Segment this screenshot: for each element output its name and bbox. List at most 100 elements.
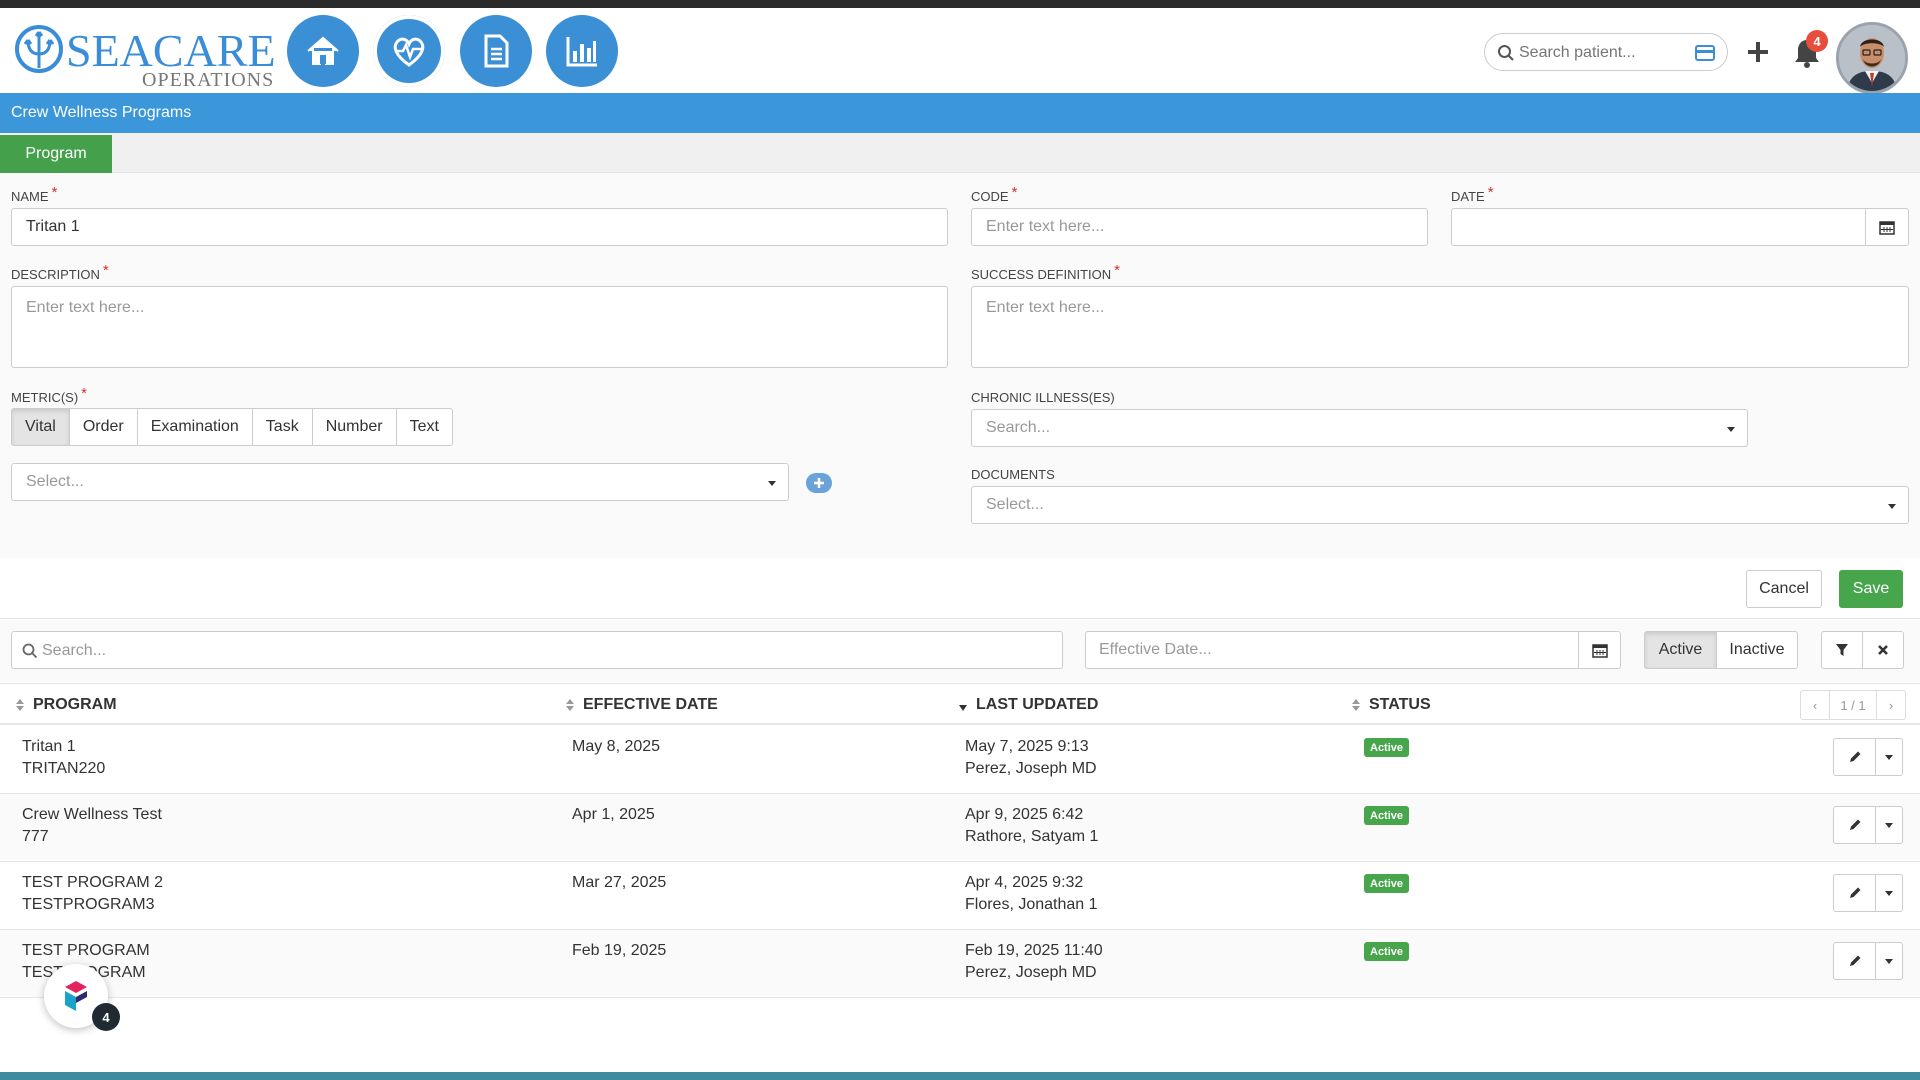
assistant-widget-badge: 4 bbox=[92, 1003, 120, 1031]
metric-text-button[interactable]: Text bbox=[409, 418, 439, 435]
chronic-illness-placeholder: Search... bbox=[986, 419, 1051, 436]
app-header: SEACARE OPERATIONS 4 bbox=[0, 8, 1920, 94]
metric-order-button[interactable]: Order bbox=[70, 409, 138, 445]
edit-button[interactable] bbox=[1834, 875, 1876, 911]
home-icon bbox=[307, 36, 339, 65]
last-updated-date: May 7, 2025 9:13 bbox=[965, 738, 1089, 755]
clear-filter-button[interactable] bbox=[1862, 631, 1904, 669]
nav-vitals-button[interactable] bbox=[373, 15, 445, 87]
nav-documents-button[interactable] bbox=[460, 15, 532, 87]
window-top-strip bbox=[0, 0, 1920, 8]
apply-filter-button[interactable] bbox=[1821, 631, 1863, 669]
program-search-input[interactable]: Search... bbox=[11, 631, 1063, 669]
metric-examination-button[interactable]: Examination bbox=[138, 409, 253, 445]
status-badge: Active bbox=[1364, 806, 1410, 825]
row-menu-button[interactable] bbox=[1876, 739, 1902, 775]
description-label: DESCRIPTION * bbox=[11, 262, 109, 282]
success-definition-textarea[interactable]: Enter text here... bbox=[971, 286, 1909, 368]
effective-date: Mar 27, 2025 bbox=[572, 874, 667, 891]
program-code: 777 bbox=[22, 828, 49, 845]
effective-date-calendar-button[interactable] bbox=[1578, 631, 1621, 669]
effective-date: Apr 1, 2025 bbox=[572, 806, 655, 823]
card-scan-icon[interactable] bbox=[1695, 45, 1715, 61]
documents-label: DOCUMENTS bbox=[971, 467, 1055, 482]
metric-select-placeholder: Select... bbox=[26, 473, 84, 490]
tab-strip: Program bbox=[0, 133, 1920, 173]
sort-icon bbox=[1352, 699, 1360, 711]
status-badge: Active bbox=[1364, 874, 1410, 893]
next-page-button[interactable]: › bbox=[1888, 697, 1894, 713]
name-field[interactable]: Tritan 1 bbox=[11, 208, 948, 246]
prev-page-button[interactable]: ‹ bbox=[1812, 697, 1818, 713]
metric-vital-button[interactable]: Vital bbox=[12, 409, 70, 445]
nav-home-button[interactable] bbox=[287, 15, 359, 87]
chevron-down-icon bbox=[1885, 890, 1893, 896]
add-icon[interactable] bbox=[1744, 38, 1772, 66]
filter-bar: Search... Effective Date... Active Inact… bbox=[0, 620, 1920, 682]
filter-inactive-toggle[interactable]: Inactive bbox=[1716, 631, 1798, 669]
table-row[interactable]: Tritan 1 TRITAN220 May 8, 2025 May 7, 20… bbox=[0, 726, 1920, 794]
pencil-icon bbox=[1849, 887, 1860, 898]
chronic-illness-select[interactable]: Search... bbox=[971, 409, 1748, 447]
date-calendar-button[interactable] bbox=[1865, 208, 1909, 246]
row-actions bbox=[1833, 738, 1903, 776]
add-metric-button[interactable] bbox=[806, 473, 832, 493]
last-updated-by: Rathore, Satyam 1 bbox=[965, 828, 1099, 845]
sort-icon bbox=[16, 699, 24, 711]
success-definition-label: SUCCESS DEFINITION * bbox=[971, 262, 1120, 282]
last-updated-by: Flores, Jonathan 1 bbox=[965, 896, 1098, 913]
last-updated-date: Apr 9, 2025 6:42 bbox=[965, 806, 1084, 823]
table-row[interactable]: Crew Wellness Test 777 Apr 1, 2025 Apr 9… bbox=[0, 794, 1920, 862]
patient-search-input[interactable] bbox=[1519, 40, 1679, 66]
row-menu-button[interactable] bbox=[1876, 875, 1902, 911]
patient-search[interactable] bbox=[1484, 33, 1728, 71]
search-icon bbox=[22, 643, 38, 659]
nav-reports-button[interactable] bbox=[546, 15, 618, 87]
metric-number-button[interactable]: Number bbox=[313, 409, 397, 445]
documents-placeholder: Select... bbox=[986, 496, 1044, 513]
save-button[interactable]: Save bbox=[1839, 570, 1903, 608]
metric-select[interactable]: Select... bbox=[11, 463, 789, 501]
date-field[interactable] bbox=[1451, 208, 1866, 246]
chevron-down-icon bbox=[1888, 504, 1896, 509]
description-textarea[interactable]: Enter text here... bbox=[11, 286, 948, 368]
column-status[interactable]: STATUS bbox=[1351, 696, 1431, 714]
date-label: DATE * bbox=[1451, 184, 1494, 204]
table-row[interactable]: TEST PROGRAM 2 TESTPROGRAM3 Mar 27, 2025… bbox=[0, 862, 1920, 930]
row-menu-button[interactable] bbox=[1876, 943, 1902, 979]
seacare-logo[interactable]: SEACARE OPERATIONS bbox=[14, 18, 276, 90]
cancel-button[interactable]: Cancel bbox=[1746, 570, 1822, 608]
chevron-down-icon bbox=[768, 481, 776, 486]
tab-program[interactable]: Program bbox=[0, 135, 112, 173]
row-menu-button[interactable] bbox=[1876, 807, 1902, 843]
sort-descending-icon bbox=[959, 705, 967, 711]
user-avatar[interactable] bbox=[1836, 22, 1908, 94]
filter-active-toggle[interactable]: Active bbox=[1644, 631, 1717, 669]
effective-date-filter[interactable]: Effective Date... bbox=[1085, 631, 1579, 669]
table-row[interactable]: TEST PROGRAM TESTPROGRAM Feb 19, 2025 Fe… bbox=[0, 930, 1920, 998]
column-program[interactable]: PROGRAM bbox=[15, 696, 117, 714]
name-label: NAME * bbox=[11, 184, 58, 204]
program-name: TEST PROGRAM 2 bbox=[22, 874, 164, 891]
code-label: CODE * bbox=[971, 184, 1018, 204]
filter-icon bbox=[1836, 644, 1848, 656]
last-updated-date: Apr 4, 2025 9:32 bbox=[965, 874, 1084, 891]
documents-select[interactable]: Select... bbox=[971, 486, 1909, 524]
row-actions bbox=[1833, 942, 1903, 980]
program-name: Crew Wellness Test bbox=[22, 806, 162, 823]
program-form: NAME * Tritan 1 CODE * Enter text here... … bbox=[0, 173, 1920, 608]
chevron-down-icon bbox=[1727, 427, 1735, 432]
code-field[interactable]: Enter text here... bbox=[971, 208, 1428, 246]
program-code: TRITAN220 bbox=[22, 760, 106, 777]
column-effective-date[interactable]: EFFECTIVE DATE bbox=[565, 696, 718, 714]
edit-button[interactable] bbox=[1834, 807, 1876, 843]
pencil-icon bbox=[1849, 955, 1860, 966]
program-search-placeholder: Search... bbox=[42, 642, 107, 659]
edit-button[interactable] bbox=[1834, 739, 1876, 775]
column-last-updated[interactable]: LAST UPDATED bbox=[958, 696, 1098, 714]
edit-button[interactable] bbox=[1834, 943, 1876, 979]
metric-task-button[interactable]: Task bbox=[253, 409, 313, 445]
sort-icon bbox=[566, 699, 574, 711]
chevron-down-icon bbox=[1885, 958, 1893, 964]
heartbeat-icon bbox=[393, 37, 425, 67]
